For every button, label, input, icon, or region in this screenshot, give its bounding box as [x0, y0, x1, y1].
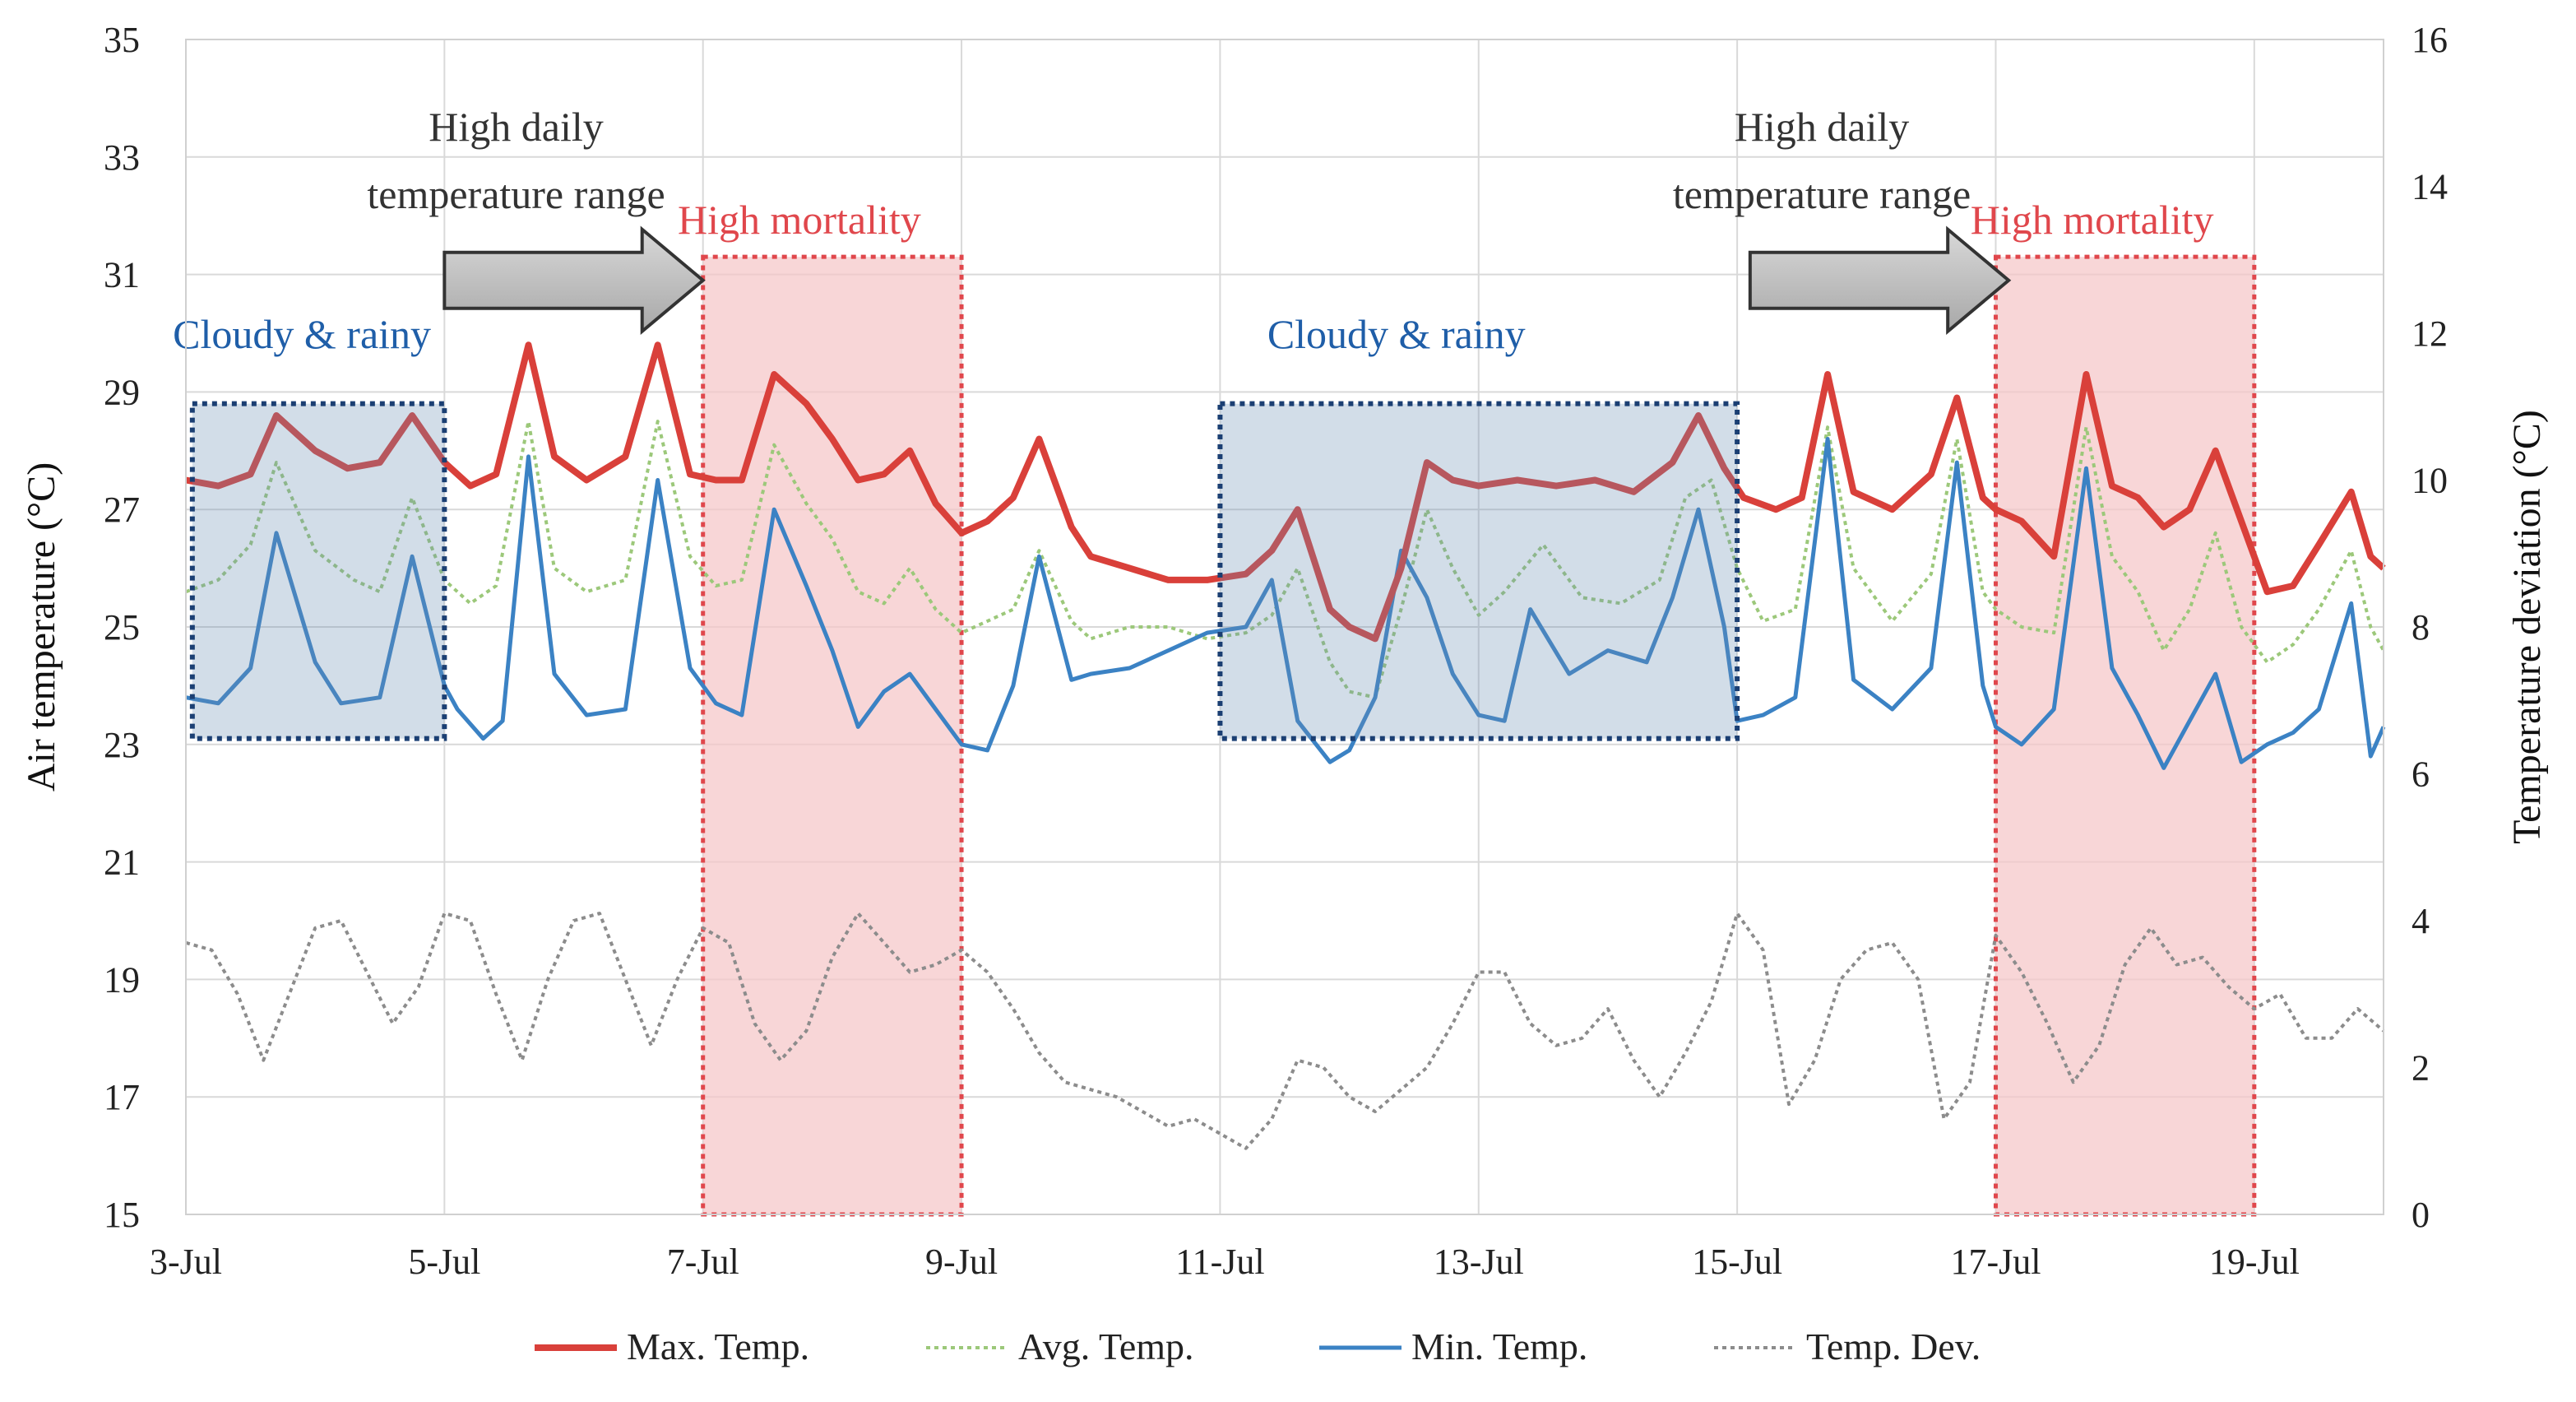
y2-axis-title: Temperature deviation (°C)	[2505, 410, 2549, 844]
legend-label: Avg. Temp.	[1018, 1325, 1194, 1367]
series-line-min-temp	[185, 437, 2386, 770]
x-tick-label: 17-Jul	[1950, 1242, 2041, 1282]
cloudy-label: Cloudy & rainy	[1267, 311, 1526, 357]
y-tick-label: 35	[104, 20, 140, 60]
y2-tick-label: 16	[2412, 20, 2448, 60]
series-lines	[185, 341, 2386, 1150]
arrow-label-line2: temperature range	[1673, 171, 1971, 217]
y-axis-title: Air temperature (°C)	[20, 462, 63, 792]
y-tick-label: 19	[104, 959, 140, 1000]
y-tick-label: 27	[104, 490, 140, 530]
x-tick-label: 15-Jul	[1692, 1242, 1782, 1282]
y2-tick-label: 14	[2412, 167, 2448, 207]
x-tick-label: 11-Jul	[1175, 1242, 1264, 1282]
y-tick-label: 17	[104, 1077, 140, 1117]
cloudy-region	[189, 401, 447, 741]
plot-frame	[185, 39, 2384, 1215]
mortality-label: High mortality	[1971, 197, 2214, 243]
y2-tick-label: 6	[2412, 754, 2430, 795]
mortality-region	[1993, 254, 2257, 1217]
y-tick-label: 15	[104, 1195, 140, 1235]
x-tick-label: 9-Jul	[925, 1242, 998, 1282]
y-axis-right-ticks: 0 2 4 6 8 10 12 14 16	[2412, 20, 2448, 1235]
legend-label: Max. Temp.	[627, 1325, 809, 1367]
annotations: High daily temperature range High daily tem…	[367, 104, 2012, 336]
y2-tick-label: 4	[2412, 901, 2430, 941]
x-tick-label: 19-Jul	[2209, 1242, 2300, 1282]
legend-label: Temp. Dev.	[1806, 1325, 1981, 1367]
y-tick-label: 29	[104, 372, 140, 412]
x-tick-label: 3-Jul	[150, 1242, 222, 1282]
x-axis-ticks: 3-Jul 5-Jul 7-Jul 9-Jul 11-Jul 13-Jul 15-Jul 17…	[150, 1242, 2300, 1282]
x-tick-label: 7-Jul	[667, 1242, 739, 1282]
mortality-regions: High mortality High mortality	[678, 197, 2257, 1217]
y2-tick-label: 2	[2412, 1048, 2430, 1089]
y-axis-left-ticks: 15 17 19 21 23 25 27 29 31 33 35	[104, 20, 140, 1235]
y2-tick-label: 0	[2412, 1195, 2430, 1235]
mortality-region	[701, 254, 964, 1217]
cloudy-label: Cloudy & rainy	[173, 311, 431, 357]
y-tick-label: 23	[104, 725, 140, 765]
cloudy-regions: Cloudy & rainy Cloudy & rainy	[173, 311, 1740, 741]
y-tick-label: 21	[104, 843, 140, 883]
arrow-label-line2: temperature range	[367, 171, 665, 217]
y-tick-label: 25	[104, 607, 140, 648]
y-tick-label: 31	[104, 255, 140, 295]
y-tick-label: 33	[104, 137, 140, 178]
x-tick-label: 5-Jul	[408, 1242, 480, 1282]
cloudy-region	[1217, 401, 1740, 741]
series-line-max-temp	[185, 341, 2386, 643]
series-line-avg-temp	[185, 420, 2385, 699]
y2-tick-label: 8	[2412, 607, 2430, 648]
x-tick-label: 13-Jul	[1434, 1242, 1524, 1282]
right-arrow-icon	[1748, 225, 2012, 336]
mortality-label: High mortality	[678, 197, 921, 243]
y2-tick-label: 12	[2412, 313, 2448, 354]
legend-label: Min. Temp.	[1411, 1325, 1587, 1367]
legend: Max. Temp. Avg. Temp. Min. Temp. Temp. Dev.	[535, 1325, 1981, 1367]
right-arrow-icon	[442, 225, 706, 336]
y2-tick-label: 10	[2412, 461, 2448, 501]
arrow-label-line1: High daily	[1735, 104, 1909, 150]
arrow-label-line1: High daily	[429, 104, 603, 150]
